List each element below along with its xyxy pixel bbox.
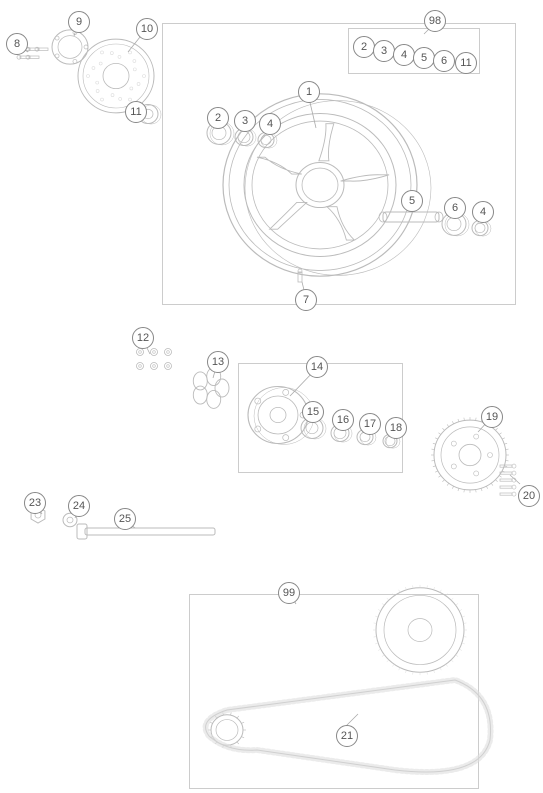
callout-label: 2 [215,112,221,124]
callout-label: 9 [76,16,82,28]
callout-3: 3 [373,40,395,62]
callout-label: 25 [119,513,131,525]
callout-label: 14 [311,361,323,373]
callout-label: 24 [73,500,85,512]
callout-3: 3 [234,110,256,132]
callout-label: 18 [390,422,402,434]
callout-label: 4 [401,49,407,61]
callout-5: 5 [413,47,435,69]
callout-label: 21 [341,730,353,742]
callout-label: 2 [361,41,367,53]
callout-11: 11 [455,52,477,74]
callout-label: 16 [337,414,349,426]
callout-10: 10 [136,18,158,40]
callout-13: 13 [207,351,229,373]
callout-5: 5 [401,190,423,212]
exploded-diagram: 8910123456119811234564712131415161718192… [0,0,543,793]
callout-label: 3 [381,45,387,57]
callout-98: 98 [424,10,446,32]
callout-label: 6 [452,202,458,214]
callout-14: 14 [306,356,328,378]
callout-label: 3 [242,115,248,127]
callout-12: 12 [132,327,154,349]
callout-label: 17 [364,418,376,430]
callout-17: 17 [359,413,381,435]
callout-label: 11 [130,106,141,118]
callout-4: 4 [259,113,281,135]
callout-16: 16 [332,409,354,431]
callout-20: 20 [518,485,540,507]
callout-1: 1 [298,81,320,103]
callout-label: 7 [303,294,309,306]
callout-label: 10 [141,23,153,35]
callout-label: 15 [307,406,319,418]
callout-24: 24 [68,495,90,517]
callout-label: 13 [212,356,224,368]
callout-label: 5 [421,52,427,64]
callout-25: 25 [114,508,136,530]
callout-21: 21 [336,725,358,747]
callout-6: 6 [444,197,466,219]
callout-9: 9 [68,11,90,33]
callout-label: 1 [306,86,312,98]
callout-11: 11 [125,101,147,123]
callout-23: 23 [24,492,46,514]
callout-4: 4 [393,44,415,66]
callout-label: 20 [523,490,535,502]
callout-label: 99 [283,587,295,599]
callout-label: 5 [409,195,415,207]
callout-label: 6 [441,55,447,67]
callout-label: 19 [486,411,498,423]
callout-8: 8 [6,33,28,55]
callout-6: 6 [433,50,455,72]
callout-19: 19 [481,406,503,428]
callout-99: 99 [278,582,300,604]
callout-label: 8 [14,38,20,50]
callout-label: 4 [267,118,273,130]
callout-15: 15 [302,401,324,423]
callout-2: 2 [207,107,229,129]
callout-label: 4 [480,206,486,218]
callout-4: 4 [472,201,494,223]
callout-label: 98 [429,15,441,27]
callout-label: 11 [460,57,471,69]
callout-label: 23 [29,497,41,509]
callout-18: 18 [385,417,407,439]
callout-7: 7 [295,289,317,311]
callout-label: 12 [137,332,149,344]
callout-2: 2 [353,36,375,58]
